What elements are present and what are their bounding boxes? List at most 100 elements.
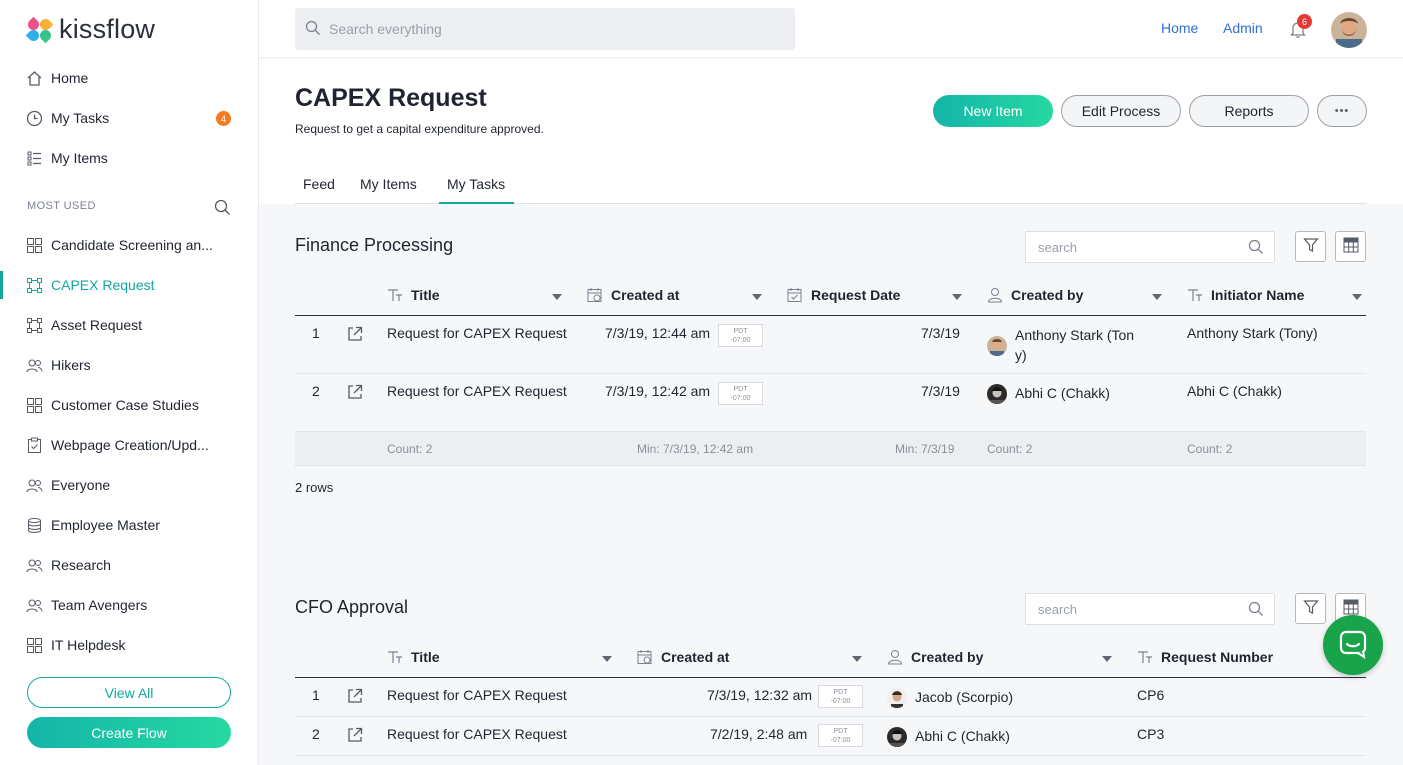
avatar [887,727,907,747]
sidebar-item-label: Everyone [51,477,111,493]
finance-search-input[interactable] [1038,239,1243,255]
row-created-at: 7/3/19, 12:44 am [605,325,711,341]
sidebar-item-customer-case-studies[interactable]: Customer Case Studies [0,385,259,425]
search-icon[interactable] [1248,601,1264,620]
sort-caret[interactable] [752,294,762,300]
sort-caret[interactable] [602,656,612,662]
sort-caret[interactable] [1352,294,1362,300]
row-title: Request for CAPEX Request [387,726,567,742]
row-created-at: 7/3/19, 12:42 am [605,383,711,399]
search-icon[interactable] [214,199,231,219]
sidebar-item-research[interactable]: Research [0,545,259,585]
text-field-icon [1187,287,1203,303]
home-link[interactable]: Home [1161,20,1199,36]
table-row[interactable]: 1 Request for CAPEX Request 7/3/19, 12:4… [295,316,1366,374]
table-footer: Count: 2 Min: 7/3/19, 12:42 am Min: 7/3/… [295,432,1366,466]
kissflow-logo[interactable]: kissflow [25,14,155,45]
more-options-button[interactable]: ••• [1317,95,1367,127]
filter-button[interactable] [1295,593,1326,624]
main-content: Finance Processing Title Created at Requ… [259,204,1403,765]
finance-search-box[interactable] [1025,231,1275,263]
open-external-icon[interactable] [347,727,363,746]
row-initiator: Anthony Stark (Tony) [1187,325,1318,341]
cfo-search-box[interactable] [1025,593,1275,625]
sidebar-item-it-helpdesk[interactable]: IT Helpdesk [0,625,259,665]
column-header-request-number[interactable]: Request Number [1137,649,1273,665]
sidebar-item-team-avengers[interactable]: Team Avengers [0,585,259,625]
cfo-approval-title: CFO Approval [295,597,409,617]
sidebar-item-label: Research [51,557,111,573]
global-search-box[interactable] [295,8,795,50]
row-request-date: 7/3/19 [921,383,960,399]
timezone-badge: PDT -07:00 [818,724,863,747]
text-field-icon [1137,649,1153,665]
nav-item-my-items[interactable]: My Items [0,138,259,178]
sort-caret[interactable] [552,294,562,300]
columns-button[interactable] [1335,231,1366,262]
tab-feed[interactable]: Feed [303,176,335,192]
finance-processing-title: Finance Processing [295,235,454,255]
column-header-created-at[interactable]: Created at [637,649,729,665]
filter-button[interactable] [1295,231,1326,262]
row-created-by: Abhi C (Chakk) [1015,385,1110,401]
column-header-initiator-name[interactable]: Initiator Name [1187,287,1304,303]
row-title: Request for CAPEX Request [387,687,567,703]
sort-caret[interactable] [1152,294,1162,300]
nav-item-home[interactable]: Home [0,58,259,98]
home-icon [26,70,43,87]
table-row[interactable]: 1 Request for CAPEX Request 7/3/19, 12:3… [295,678,1366,717]
cfo-search-input[interactable] [1038,601,1243,617]
table-row[interactable]: 2 Request for CAPEX Request 7/2/19, 2:48… [295,717,1366,756]
open-external-icon[interactable] [347,688,363,707]
chat-launcher-button[interactable] [1323,615,1383,675]
nav-item-my-tasks[interactable]: My Tasks 4 [0,98,259,138]
people-icon [26,477,43,494]
row-created-by-wrap: y) [1015,347,1027,363]
global-search-input[interactable] [329,21,769,37]
column-header-title[interactable]: Title [387,649,440,665]
search-icon[interactable] [1248,239,1264,258]
sidebar-item-label: CAPEX Request [51,277,155,293]
database-icon [26,517,43,534]
sort-caret[interactable] [952,294,962,300]
open-external-icon[interactable] [347,326,363,345]
view-all-button[interactable]: View All [27,677,231,708]
edit-process-button[interactable]: Edit Process [1061,95,1181,127]
reports-button[interactable]: Reports [1189,95,1309,127]
footer-min-created: Min: 7/3/19, 12:42 am [637,442,754,456]
sidebar-item-everyone[interactable]: Everyone [0,465,259,505]
table-row[interactable]: 2 Request for CAPEX Request 7/3/19, 12:4… [295,374,1366,432]
nav-item-label: My Items [51,150,108,166]
sidebar-item-webpage-creation[interactable]: Webpage Creation/Upd... [0,425,259,465]
column-header-request-date[interactable]: Request Date [787,287,900,303]
open-external-icon[interactable] [347,384,363,403]
tab-my-items[interactable]: My Items [360,176,417,192]
filter-icon [1302,237,1319,256]
row-request-date: 7/3/19 [921,325,960,341]
avatar [987,336,1007,356]
column-header-created-at[interactable]: Created at [587,287,679,303]
sidebar-item-hikers[interactable]: Hikers [0,345,259,385]
column-header-created-by[interactable]: Created by [887,649,983,665]
sidebar-item-candidate-screening[interactable]: Candidate Screening an... [0,225,259,265]
sidebar-item-label: Webpage Creation/Upd... [51,437,209,453]
sort-caret[interactable] [852,656,862,662]
text-field-icon [387,287,403,303]
sort-caret[interactable] [1102,656,1112,662]
sidebar-item-employee-master[interactable]: Employee Master [0,505,259,545]
sidebar-item-asset-request[interactable]: Asset Request [0,305,259,345]
user-avatar[interactable] [1331,12,1367,48]
row-number: 1 [312,687,320,703]
tab-my-tasks[interactable]: My Tasks [439,176,514,204]
timezone-badge: PDT -07:00 [718,324,763,347]
admin-link[interactable]: Admin [1223,20,1263,36]
row-created-by: Jacob (Scorpio) [915,689,1014,705]
new-item-button[interactable]: New Item [933,95,1053,127]
row-title: Request for CAPEX Request [387,383,567,399]
sidebar-item-capex-request[interactable]: CAPEX Request [0,265,259,305]
create-flow-button[interactable]: Create Flow [27,717,231,748]
calendar-clock-icon [587,287,603,303]
column-header-created-by[interactable]: Created by [987,287,1083,303]
grid-icon [26,237,43,254]
column-header-title[interactable]: Title [387,287,440,303]
